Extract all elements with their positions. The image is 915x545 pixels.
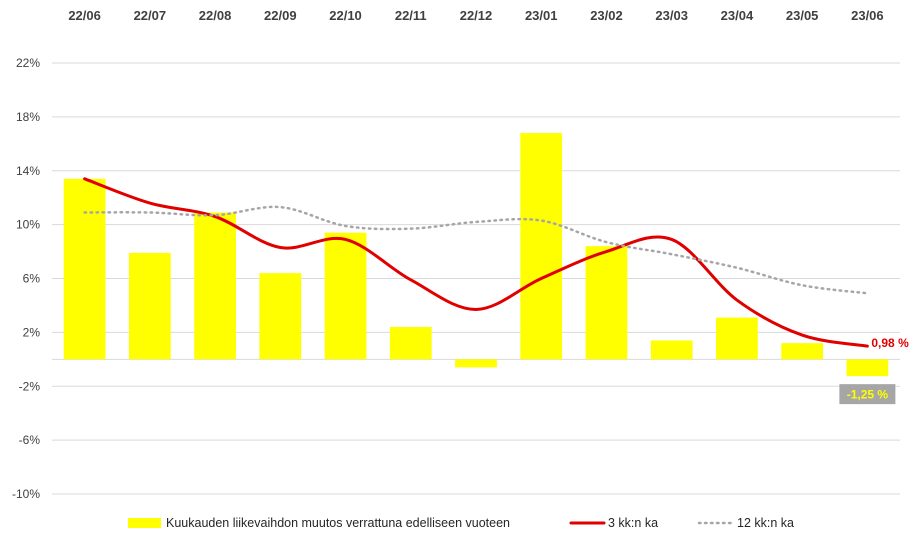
legend-label-bar: Kuukauden liikevaihdon muutos verrattuna…: [166, 516, 510, 530]
bar-series: [63, 133, 889, 377]
y-tick-label: -10%: [12, 487, 40, 501]
bar: [585, 246, 628, 360]
x-axis-category-labels: 22/06 22/07 22/08 22/09 22/10 22/11 22/12 23/01…: [68, 8, 883, 23]
x-category-label: 23/02: [590, 8, 623, 23]
line-series: [83, 177, 869, 348]
legend: Kuukauden liikevaihdon muutos verrattuna…: [128, 516, 794, 530]
x-category-label: 22/10: [329, 8, 362, 23]
bar: [716, 317, 758, 360]
x-category-label: 23/05: [786, 8, 819, 23]
bar: [846, 359, 889, 377]
y-tick-label: 18%: [16, 110, 40, 124]
bar: [128, 252, 171, 360]
legend-label-12kk: 12 kk:n ka: [737, 516, 794, 530]
line-12kk-ka: [83, 205, 869, 295]
bar: [194, 212, 236, 360]
bar: [520, 133, 563, 360]
bar: [650, 340, 693, 360]
line-3kk-ka: [83, 177, 869, 348]
bar: [63, 178, 106, 360]
data-label-line-last: 0,98 %: [871, 336, 909, 350]
data-label-bar-last: -1,25 %: [847, 388, 889, 402]
y-tick-label: 2%: [23, 325, 41, 339]
y-tick-label: 22%: [16, 56, 40, 70]
x-category-label: 22/07: [134, 8, 167, 23]
x-category-label: 22/06: [68, 8, 101, 23]
bar: [455, 359, 497, 368]
x-category-label: 23/04: [721, 8, 754, 23]
y-tick-label: -6%: [19, 433, 41, 447]
y-axis-tick-labels: 22% 18% 14% 10% 6% 2% -2% -6% -10%: [12, 56, 40, 501]
bar: [259, 273, 302, 360]
legend-swatch-bar: [128, 518, 161, 528]
x-category-label: 22/09: [264, 8, 297, 23]
data-label-box: [839, 384, 896, 405]
bar: [781, 343, 824, 360]
x-category-label: 23/03: [655, 8, 688, 23]
x-category-label: 22/12: [460, 8, 493, 23]
x-category-label: 23/01: [525, 8, 558, 23]
y-tick-label: 6%: [23, 272, 41, 286]
data-labels: 0,98 % -1,25 %: [839, 336, 909, 405]
legend-label-3kk: 3 kk:n ka: [608, 516, 658, 530]
bar: [389, 326, 432, 360]
x-category-label: 23/06: [851, 8, 884, 23]
y-tick-label: 14%: [16, 164, 40, 178]
bar: [324, 232, 367, 360]
y-tick-label: 10%: [16, 218, 40, 232]
x-category-label: 22/11: [395, 8, 427, 23]
y-tick-label: -2%: [19, 379, 41, 393]
x-category-label: 22/08: [199, 8, 232, 23]
